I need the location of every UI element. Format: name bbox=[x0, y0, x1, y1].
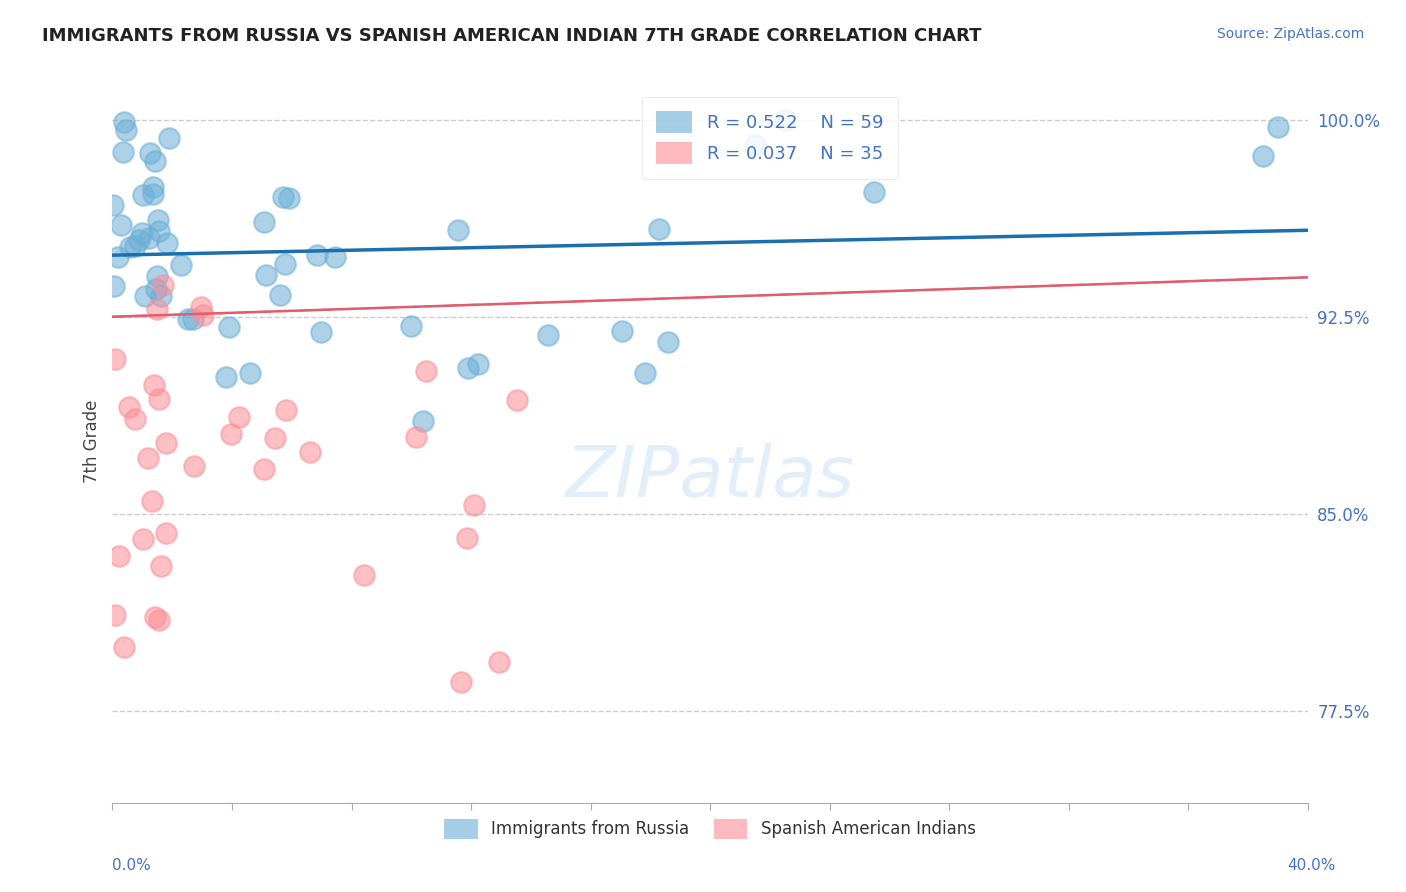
Point bbox=[155, 526, 177, 541]
Point bbox=[101, 198, 124, 212]
Point bbox=[219, 427, 242, 442]
Point bbox=[271, 190, 294, 204]
Point bbox=[148, 392, 170, 406]
Point bbox=[450, 675, 472, 690]
Point bbox=[155, 435, 177, 450]
Point bbox=[773, 113, 796, 128]
Point bbox=[108, 549, 131, 563]
Point bbox=[124, 412, 146, 426]
Point bbox=[647, 222, 669, 236]
Point bbox=[156, 235, 179, 250]
Point bbox=[107, 251, 129, 265]
Point bbox=[1267, 120, 1289, 134]
Point bbox=[132, 532, 155, 546]
Point bbox=[150, 559, 173, 574]
Point bbox=[112, 640, 135, 654]
Point bbox=[112, 115, 135, 129]
Text: 40.0%: 40.0% bbox=[1288, 858, 1336, 872]
Point bbox=[446, 222, 468, 236]
Text: Source: ZipAtlas.com: Source: ZipAtlas.com bbox=[1216, 27, 1364, 41]
Point bbox=[145, 610, 167, 624]
Point bbox=[139, 145, 162, 160]
Point bbox=[104, 352, 127, 367]
Y-axis label: 7th Grade: 7th Grade bbox=[83, 400, 101, 483]
Text: 0.0%: 0.0% bbox=[112, 858, 152, 872]
Point bbox=[412, 414, 434, 428]
Point bbox=[111, 145, 134, 159]
Point bbox=[145, 282, 167, 296]
Point bbox=[1251, 149, 1274, 163]
Point bbox=[323, 250, 346, 264]
Point bbox=[353, 568, 375, 582]
Point bbox=[177, 312, 200, 326]
Point bbox=[457, 361, 479, 376]
Point bbox=[146, 268, 169, 283]
Point bbox=[399, 318, 422, 333]
Point bbox=[253, 215, 276, 229]
Point bbox=[218, 320, 240, 334]
Text: ZIPatlas: ZIPatlas bbox=[565, 443, 855, 512]
Point bbox=[190, 300, 212, 314]
Point bbox=[506, 392, 529, 407]
Point bbox=[110, 218, 132, 232]
Point bbox=[634, 367, 657, 381]
Point bbox=[141, 493, 163, 508]
Point bbox=[150, 289, 173, 303]
Point bbox=[537, 328, 560, 343]
Point bbox=[309, 325, 332, 339]
Point bbox=[254, 268, 277, 282]
Point bbox=[146, 212, 169, 227]
Point bbox=[142, 377, 165, 392]
Point bbox=[142, 186, 165, 201]
Legend: Immigrants from Russia, Spanish American Indians: Immigrants from Russia, Spanish American… bbox=[432, 805, 988, 852]
Point bbox=[118, 240, 141, 254]
Point bbox=[143, 154, 166, 169]
Point bbox=[134, 289, 156, 303]
Point bbox=[142, 179, 165, 194]
Point bbox=[183, 459, 205, 474]
Point bbox=[191, 308, 214, 322]
Point bbox=[273, 256, 295, 270]
Point bbox=[405, 430, 427, 444]
Point bbox=[103, 279, 125, 293]
Point bbox=[456, 531, 478, 545]
Point bbox=[131, 226, 153, 240]
Point bbox=[253, 462, 276, 476]
Point bbox=[657, 335, 679, 350]
Point bbox=[215, 370, 238, 384]
Point bbox=[148, 613, 170, 627]
Text: IMMIGRANTS FROM RUSSIA VS SPANISH AMERICAN INDIAN 7TH GRADE CORRELATION CHART: IMMIGRANTS FROM RUSSIA VS SPANISH AMERIC… bbox=[42, 27, 981, 45]
Point bbox=[169, 258, 191, 272]
Point bbox=[239, 367, 262, 381]
Point bbox=[124, 238, 146, 252]
Point bbox=[415, 364, 437, 378]
Point bbox=[863, 186, 886, 200]
Point bbox=[305, 248, 328, 262]
Point bbox=[463, 498, 485, 512]
Point bbox=[181, 311, 204, 326]
Point bbox=[132, 188, 155, 202]
Point bbox=[148, 224, 170, 238]
Point bbox=[152, 278, 174, 293]
Point bbox=[610, 324, 633, 338]
Point bbox=[228, 409, 250, 424]
Point bbox=[115, 123, 138, 137]
Point bbox=[146, 301, 169, 316]
Point bbox=[159, 130, 181, 145]
Point bbox=[298, 445, 321, 459]
Point bbox=[277, 191, 299, 205]
Point bbox=[128, 233, 150, 247]
Point bbox=[744, 138, 766, 153]
Point bbox=[274, 402, 297, 417]
Point bbox=[118, 400, 141, 414]
Point bbox=[263, 431, 285, 445]
Point bbox=[467, 357, 489, 371]
Point bbox=[269, 287, 291, 301]
Point bbox=[104, 608, 127, 623]
Point bbox=[138, 231, 160, 245]
Point bbox=[488, 656, 510, 670]
Point bbox=[136, 450, 159, 465]
